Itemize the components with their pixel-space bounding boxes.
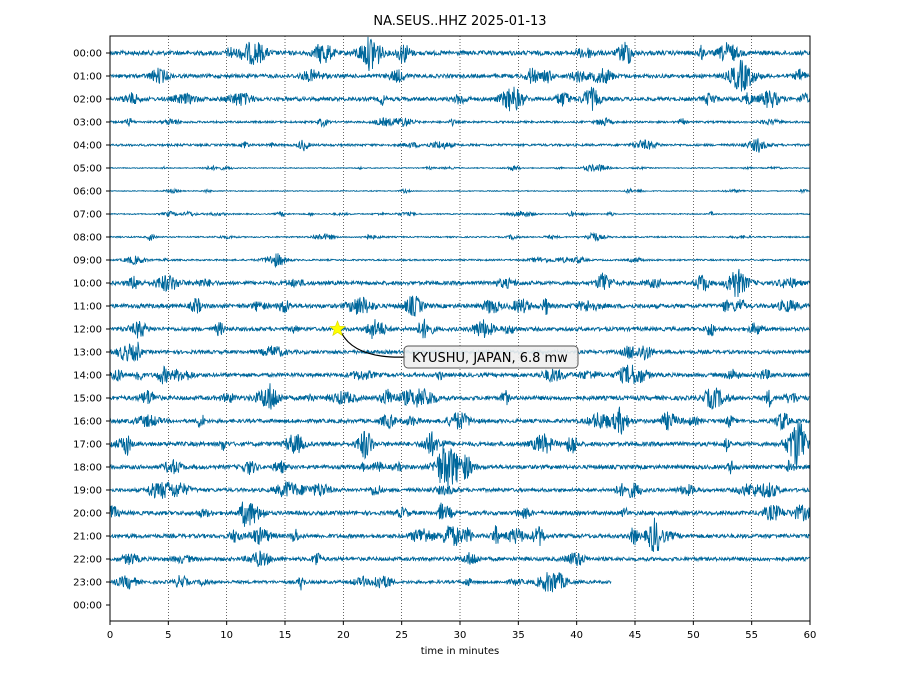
- y-tick-label: 14:00: [73, 371, 102, 382]
- x-tick-label: 55: [745, 630, 758, 641]
- trace-hour-2: [109, 86, 810, 112]
- x-tick-label: 5: [165, 630, 171, 641]
- x-tick-label: 45: [629, 630, 642, 641]
- chart-title: NA.SEUS..HHZ 2025-01-13: [373, 14, 546, 29]
- x-tick-label: 20: [337, 630, 350, 641]
- trace-hour-10: [109, 268, 810, 298]
- y-tick-label: 19:00: [73, 486, 102, 497]
- event-star-marker: [329, 320, 346, 337]
- y-tick-label: 07:00: [73, 210, 102, 221]
- y-tick-label: 22:00: [73, 555, 102, 566]
- annotation-arrow: [340, 332, 407, 358]
- y-tick-label: 08:00: [73, 233, 102, 244]
- x-tick-label: 40: [570, 630, 583, 641]
- y-tick-label: 18:00: [73, 463, 102, 474]
- trace-hour-14: [109, 364, 810, 385]
- trace-hour-7: [109, 210, 810, 218]
- y-tick-label: 06:00: [73, 187, 102, 198]
- y-tick-label: 16:00: [73, 417, 102, 428]
- x-axis-label: time in minutes: [421, 646, 500, 657]
- y-tick-label: 00:00: [73, 49, 102, 60]
- trace-hour-20: [109, 501, 810, 527]
- y-tick-label: 09:00: [73, 256, 102, 267]
- trace-hour-6: [109, 187, 810, 195]
- trace-hour-8: [109, 231, 810, 242]
- y-tick-label: 15:00: [73, 394, 102, 405]
- trace-hour-22: [109, 550, 810, 567]
- trace-hour-1: [109, 59, 810, 92]
- trace-hour-0: [109, 36, 810, 71]
- trace-hour-21: [109, 517, 810, 552]
- x-tick-label: 50: [687, 630, 700, 641]
- annotation-box: [403, 345, 579, 369]
- y-tick-label: 17:00: [73, 440, 102, 451]
- y-tick-label: 04:00: [73, 141, 102, 152]
- x-tick-label: 30: [454, 630, 467, 641]
- y-tick-label: 01:00: [73, 72, 102, 83]
- trace-hour-19: [109, 481, 810, 499]
- y-tick-label: 03:00: [73, 118, 102, 129]
- trace-hour-17: [109, 418, 810, 469]
- x-tick-label: 10: [220, 630, 233, 641]
- y-tick-label: 10:00: [73, 279, 102, 290]
- y-axis-ticks: 00:00 01:00 02:00 03:00 04:00 05:00 06:00 07:00…: [73, 49, 110, 612]
- x-tick-label: 15: [279, 630, 292, 641]
- x-tick-label: 60: [804, 630, 817, 641]
- trace-hour-12: [109, 318, 810, 340]
- x-tick-label: 25: [395, 630, 408, 641]
- event-annotation: KYUSHU, JAPAN, 6.8 mw: [329, 320, 579, 369]
- trace-hour-3: [109, 117, 810, 129]
- y-tick-label: 00:00: [73, 601, 102, 612]
- x-tick-label: 35: [512, 630, 525, 641]
- y-tick-label: 20:00: [73, 509, 102, 520]
- x-axis-ticks: 0 5 10 15 20 25 30 35 40 45 50 55 60: [107, 621, 817, 641]
- trace-hour-11: [109, 295, 810, 317]
- trace-hour-4: [109, 138, 810, 153]
- y-tick-label: 11:00: [73, 302, 102, 313]
- y-tick-label: 21:00: [73, 532, 102, 543]
- trace-hour-18: [109, 446, 810, 490]
- trace-hour-9: [109, 253, 810, 269]
- annotation-label: KYUSHU, JAPAN, 6.8 mw: [412, 351, 568, 366]
- x-tick-label: 0: [107, 630, 113, 641]
- trace-hour-16: [109, 406, 810, 435]
- trace-hour-5: [109, 163, 810, 173]
- y-tick-label: 05:00: [73, 164, 102, 175]
- y-tick-label: 23:00: [73, 578, 102, 589]
- y-tick-label: 02:00: [73, 95, 102, 106]
- y-tick-label: 13:00: [73, 348, 102, 359]
- y-tick-label: 12:00: [73, 325, 102, 336]
- trace-hour-23: [109, 572, 612, 593]
- trace-hour-15: [109, 383, 810, 410]
